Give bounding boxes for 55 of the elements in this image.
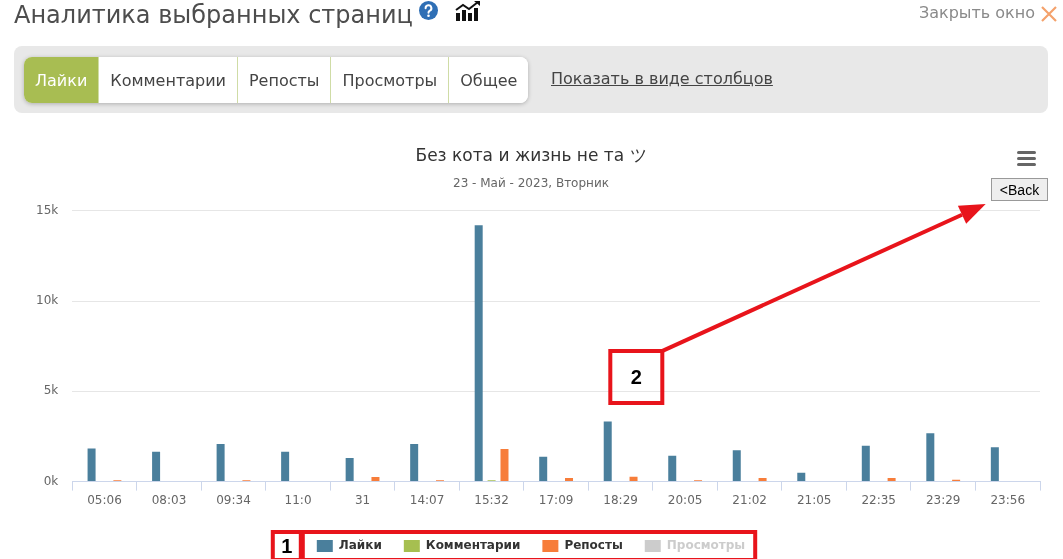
bar bbox=[668, 455, 677, 482]
bar bbox=[887, 477, 896, 482]
tab[interactable]: Комментарии bbox=[98, 57, 237, 103]
text: 1 bbox=[281, 534, 293, 557]
text: Аналитика выбранных страниц bbox=[14, 1, 413, 29]
bar bbox=[87, 448, 96, 482]
x-tick-label: 14:07 bbox=[409, 492, 445, 507]
bar bbox=[410, 444, 419, 482]
bar bbox=[565, 477, 574, 482]
legend-label: Комментарии bbox=[425, 538, 521, 553]
bar bbox=[758, 477, 767, 482]
y-tick-label: 0k bbox=[43, 473, 59, 488]
text: Закрыть окно bbox=[918, 3, 1035, 22]
x-tick-label: 20:05 bbox=[667, 492, 703, 507]
annotation: 2 bbox=[630, 365, 642, 388]
x-tick-label: 17:09 bbox=[538, 492, 574, 507]
text: Показать в виде столбцов bbox=[551, 69, 773, 88]
chart-subtitle: 23 - Май - 2023, Вторник bbox=[453, 175, 609, 190]
x-tick-label: 21:05 bbox=[796, 492, 832, 507]
bar bbox=[926, 433, 935, 482]
bar bbox=[990, 447, 999, 482]
x-tick-label: 08:03 bbox=[151, 492, 187, 507]
bar bbox=[216, 444, 225, 482]
bar bbox=[539, 456, 548, 482]
bar bbox=[474, 225, 483, 482]
back-button[interactable]: <Back bbox=[991, 178, 1048, 201]
tab[interactable]: Общее bbox=[448, 57, 529, 103]
chart-title: Без кота и жизнь не та ツ bbox=[415, 144, 647, 165]
x-tick-label: 18:29 bbox=[603, 492, 638, 507]
bar bbox=[371, 477, 380, 482]
y-tick-label: 15k bbox=[36, 202, 59, 217]
bar bbox=[500, 449, 509, 482]
x-tick-label: 31 bbox=[354, 492, 371, 507]
bar bbox=[861, 445, 870, 482]
bar bbox=[797, 472, 806, 482]
tab[interactable]: Просмотры bbox=[330, 57, 449, 103]
bar bbox=[152, 451, 161, 482]
x-tick-label: 05:06 bbox=[87, 492, 122, 507]
x-tick-label: 21:02 bbox=[732, 492, 767, 507]
bar bbox=[603, 421, 612, 482]
tab[interactable]: Репосты bbox=[236, 57, 331, 103]
bar bbox=[732, 450, 741, 482]
legend-label: Лайки bbox=[338, 538, 382, 553]
x-tick-label: 23:56 bbox=[990, 492, 1026, 507]
bar bbox=[629, 476, 638, 482]
x-tick-label: 22:35 bbox=[861, 492, 896, 507]
legend-label: Репосты bbox=[564, 538, 623, 553]
x-tick-label: 23:29 bbox=[925, 492, 961, 507]
bar bbox=[345, 457, 354, 482]
x-tick-label: 11:0 bbox=[284, 492, 312, 507]
bar bbox=[281, 451, 290, 482]
x-tick-label: 09:34 bbox=[216, 492, 251, 507]
y-tick-label: 10k bbox=[36, 293, 59, 308]
y-tick-label: 5k bbox=[43, 383, 59, 398]
x-tick-label: 15:32 bbox=[474, 492, 509, 507]
